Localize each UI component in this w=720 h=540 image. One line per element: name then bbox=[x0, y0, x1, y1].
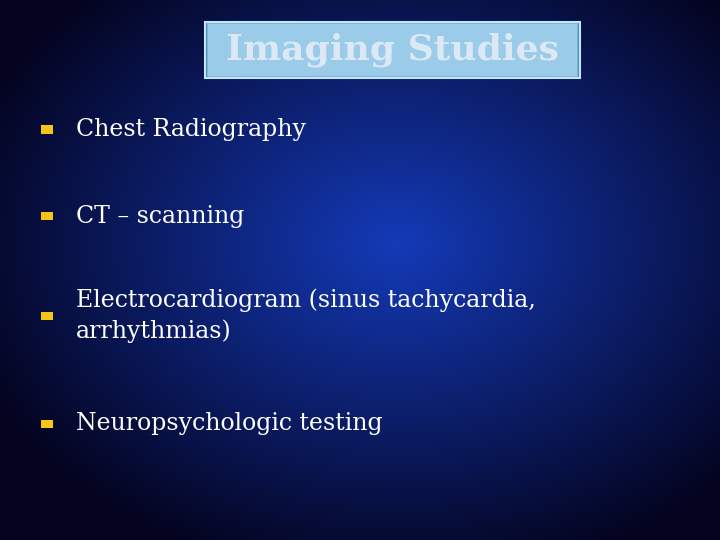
FancyBboxPatch shape bbox=[205, 22, 580, 78]
FancyBboxPatch shape bbox=[41, 420, 53, 428]
Text: Chest Radiography: Chest Radiography bbox=[76, 118, 305, 141]
FancyBboxPatch shape bbox=[208, 24, 577, 76]
FancyBboxPatch shape bbox=[41, 212, 53, 220]
Text: Imaging Studies: Imaging Studies bbox=[226, 33, 559, 67]
Text: CT – scanning: CT – scanning bbox=[76, 205, 244, 227]
FancyBboxPatch shape bbox=[41, 312, 53, 320]
Text: Electrocardiogram (sinus tachycardia,
arrhythmias): Electrocardiogram (sinus tachycardia, ar… bbox=[76, 289, 536, 343]
FancyBboxPatch shape bbox=[207, 23, 578, 77]
FancyBboxPatch shape bbox=[41, 125, 53, 134]
Text: Neuropsychologic testing: Neuropsychologic testing bbox=[76, 413, 382, 435]
